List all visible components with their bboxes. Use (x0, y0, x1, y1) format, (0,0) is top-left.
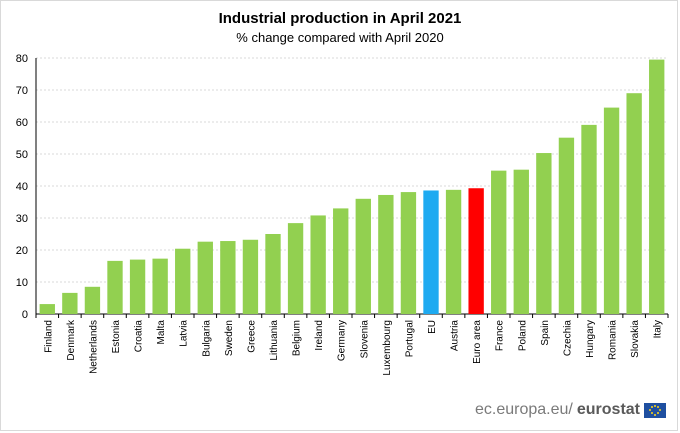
x-tick-label: EU (427, 320, 438, 334)
bar (491, 170, 507, 314)
y-tick-label: 10 (16, 277, 28, 289)
bar (513, 169, 529, 314)
bar (129, 259, 146, 314)
chart-subtitle: % change compared with April 2020 (236, 30, 444, 45)
y-tick-label: 20 (16, 245, 28, 257)
x-tick-label: Croatia (134, 320, 145, 353)
bar (197, 241, 213, 314)
bar (355, 198, 371, 314)
x-tick-label: Ireland (314, 320, 325, 351)
x-tick-label: Lithuania (269, 320, 280, 361)
x-tick-label: Hungary (585, 320, 596, 358)
x-tick-label: Italy (653, 320, 664, 338)
bar (378, 194, 394, 314)
bar (310, 215, 326, 314)
x-tick-label: Slovakia (630, 320, 641, 358)
bar (400, 192, 417, 314)
x-tick-label: Netherlands (88, 320, 99, 374)
bar (626, 93, 642, 314)
bar (39, 304, 55, 314)
bar (84, 286, 101, 314)
source-url: ec.europa.eu/ (475, 401, 573, 418)
bar (175, 248, 191, 314)
x-tick-label: Spain (540, 320, 551, 346)
x-tick-label: Denmark (66, 319, 77, 361)
x-tick-label: Euro area (472, 320, 483, 364)
y-tick-label: 40 (16, 181, 28, 193)
bar (152, 258, 168, 314)
y-tick-label: 60 (16, 117, 28, 129)
x-tick-label: Finland (43, 320, 54, 353)
eu-flag-icon (644, 402, 666, 418)
bar (536, 153, 552, 314)
x-tick-label: Czechia (562, 320, 573, 357)
x-tick-label: Sweden (224, 320, 235, 356)
x-tick-label: Luxembourg (382, 320, 393, 376)
x-tick-label: Slovenia (359, 320, 370, 359)
bar (558, 137, 575, 314)
bar (287, 223, 304, 314)
x-tick-label: Romania (608, 320, 619, 360)
bar (242, 239, 259, 314)
footer: ec.europa.eu/eurostat (475, 401, 666, 419)
y-tick-label: 0 (22, 309, 28, 321)
bar (603, 107, 620, 314)
chart-title: Industrial production in April 2021 (218, 10, 462, 27)
bar (468, 188, 484, 314)
bar (265, 234, 281, 314)
bar (62, 292, 78, 314)
bar (445, 189, 462, 314)
eurostat-brand: eurostat (576, 401, 640, 418)
y-tick-label: 80 (16, 53, 28, 65)
bar (649, 59, 665, 314)
x-tick-label: Germany (337, 320, 348, 361)
x-tick-label: Greece (246, 320, 257, 353)
x-tick-label: France (495, 320, 506, 352)
x-tick-label: Austria (450, 320, 461, 352)
x-tick-label: Portugal (404, 320, 415, 357)
bar (220, 241, 236, 314)
bar (423, 190, 439, 314)
bar (581, 124, 597, 314)
x-tick-label: Poland (517, 320, 528, 351)
bar (107, 260, 123, 314)
x-tick-label: Bulgaria (201, 320, 212, 357)
y-tick-label: 30 (16, 213, 28, 225)
y-tick-label: 50 (16, 149, 28, 161)
x-tick-label: Belgium (292, 320, 303, 356)
y-tick-label: 70 (16, 85, 28, 97)
x-tick-label: Malta (156, 320, 167, 345)
bar (333, 208, 349, 314)
x-tick-label: Estonia (111, 320, 122, 354)
x-tick-label: Latvia (179, 320, 190, 347)
